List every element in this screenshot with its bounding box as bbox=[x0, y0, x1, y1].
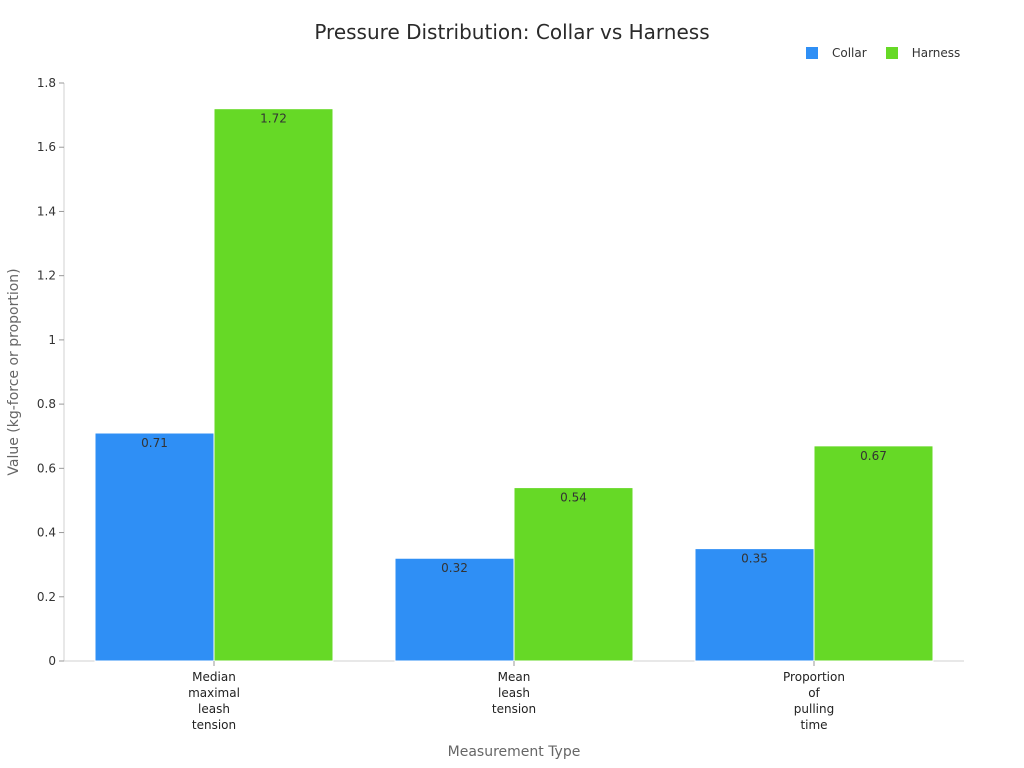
y-tick-label: 0 bbox=[48, 654, 56, 668]
x-category-label: of bbox=[808, 686, 820, 700]
chart-title: Pressure Distribution: Collar vs Harness bbox=[314, 20, 710, 44]
y-tick-label: 1.6 bbox=[37, 140, 56, 154]
x-category-label: pulling bbox=[794, 702, 834, 716]
legend-item-harness[interactable]: Harness bbox=[885, 46, 961, 60]
y-tick-label: 0.2 bbox=[37, 590, 56, 604]
x-category-label: Median bbox=[192, 670, 236, 684]
bar-value-label: 0.71 bbox=[141, 436, 168, 450]
bar-value-label: 0.35 bbox=[741, 552, 768, 566]
bar-collar[interactable] bbox=[394, 557, 515, 662]
y-tick-label: 0.6 bbox=[37, 461, 56, 475]
bar-value-label: 0.54 bbox=[560, 491, 587, 505]
bar-value-label: 0.67 bbox=[860, 449, 887, 463]
x-category-label: Mean bbox=[498, 670, 531, 684]
bar-collar[interactable] bbox=[94, 432, 215, 662]
bar-harness[interactable] bbox=[213, 108, 334, 662]
x-category-label: time bbox=[800, 718, 827, 732]
y-tick-label: 1.8 bbox=[37, 76, 56, 90]
y-tick-label: 0.4 bbox=[37, 526, 56, 540]
y-tick-label: 0.8 bbox=[37, 397, 56, 411]
bar-collar[interactable] bbox=[694, 548, 815, 662]
legend: Collar Harness bbox=[806, 46, 979, 60]
legend-swatch-harness bbox=[885, 47, 898, 59]
x-category-label: leash bbox=[498, 686, 530, 700]
y-tick-label: 1 bbox=[48, 333, 56, 347]
x-category-label: Proportion bbox=[783, 670, 845, 684]
y-tick-label: 1.4 bbox=[37, 204, 56, 218]
legend-label-collar: Collar bbox=[832, 46, 867, 60]
legend-swatch-collar bbox=[806, 47, 818, 59]
x-axis-title: Measurement Type bbox=[448, 744, 581, 760]
legend-label-harness: Harness bbox=[911, 46, 961, 60]
legend-item-collar[interactable]: Collar bbox=[806, 46, 867, 60]
x-category-label: tension bbox=[192, 718, 236, 732]
x-category-label: leash bbox=[198, 702, 230, 716]
y-tick-label: 1.2 bbox=[37, 269, 56, 283]
bar-value-label: 0.32 bbox=[441, 561, 468, 575]
x-category-label: maximal bbox=[188, 686, 240, 700]
bar-harness[interactable] bbox=[813, 445, 934, 662]
bar-value-label: 1.72 bbox=[260, 112, 287, 126]
bar-harness[interactable] bbox=[513, 487, 634, 662]
y-axis-title: Value (kg-force or proportion) bbox=[6, 268, 22, 475]
x-category-label: tension bbox=[492, 702, 536, 716]
